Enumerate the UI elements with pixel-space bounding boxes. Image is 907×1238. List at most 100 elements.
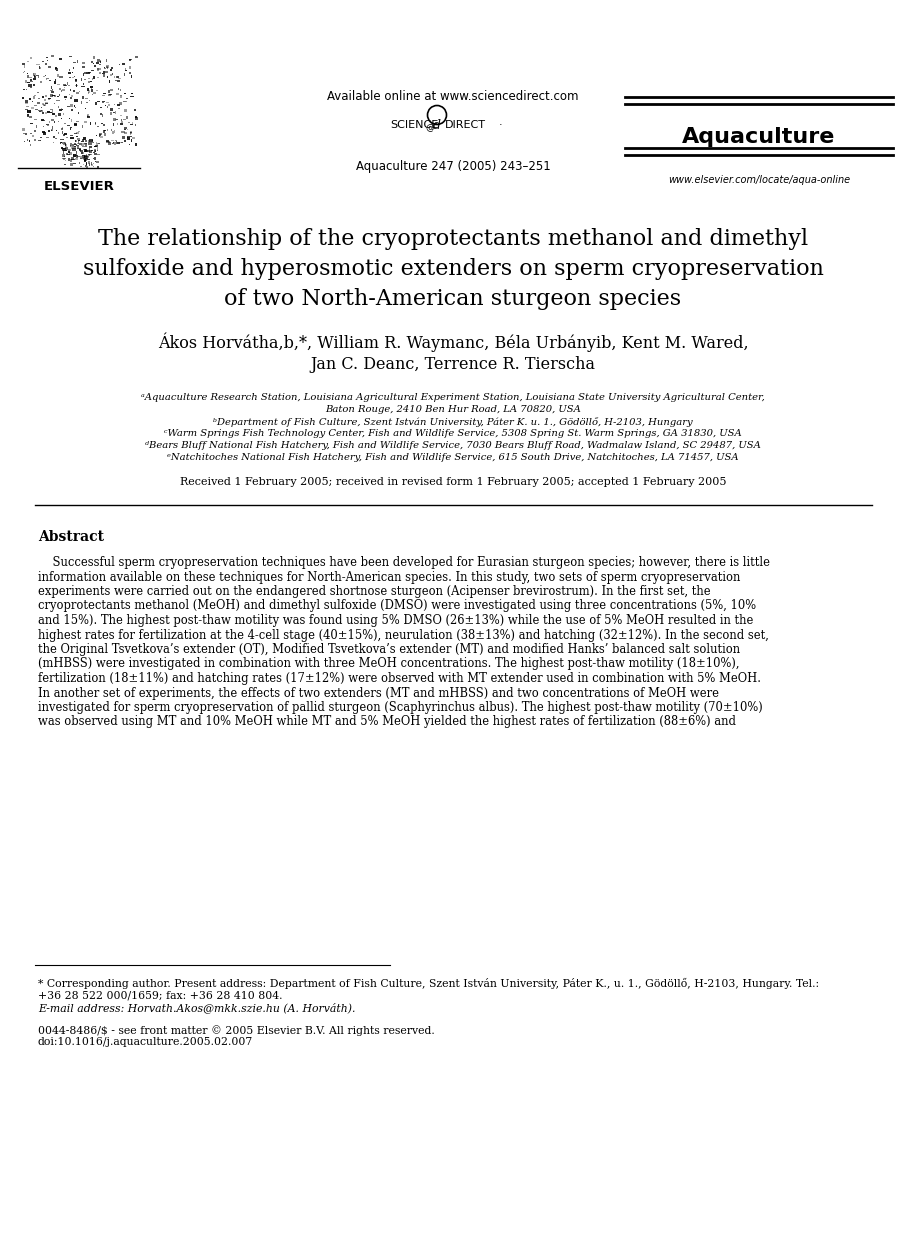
Bar <box>79 149 81 150</box>
Bar <box>97 77 99 78</box>
Text: was observed using MT and 10% MeOH while MT and 5% MeOH yielded the highest rate: was observed using MT and 10% MeOH while… <box>38 716 736 728</box>
Bar <box>27 76 29 78</box>
Text: Successful sperm cryopreservation techniques have been developed for Eurasian st: Successful sperm cryopreservation techni… <box>38 556 770 569</box>
Bar <box>34 140 35 141</box>
Bar <box>42 95 44 98</box>
Bar <box>29 140 30 142</box>
Text: SCIENCE: SCIENCE <box>390 120 438 130</box>
Bar <box>38 76 39 78</box>
Bar <box>24 79 27 83</box>
Bar <box>38 67 40 69</box>
Bar <box>70 89 72 92</box>
Bar <box>124 73 125 77</box>
Bar <box>85 165 86 167</box>
Bar <box>36 64 40 66</box>
Bar <box>67 82 68 85</box>
Text: ᶜWarm Springs Fish Technology Center, Fish and Wildlife Service, 5308 Spring St.: ᶜWarm Springs Fish Technology Center, Fi… <box>164 430 742 438</box>
Bar <box>115 111 116 114</box>
Bar <box>61 90 62 92</box>
Bar <box>52 89 53 90</box>
Bar <box>47 125 49 126</box>
Text: d: d <box>433 119 441 132</box>
Bar <box>61 129 63 130</box>
Bar <box>68 150 70 151</box>
Bar <box>85 155 89 157</box>
Text: doi:10.1016/j.aquaculture.2005.02.007: doi:10.1016/j.aquaculture.2005.02.007 <box>38 1037 253 1047</box>
Text: ·: · <box>499 120 502 130</box>
Bar <box>91 162 93 165</box>
Bar <box>66 154 68 155</box>
Bar <box>99 135 101 137</box>
Text: the Original Tsvetkova’s extender (OT), Modified Tsvetkova’s extender (MT) and m: the Original Tsvetkova’s extender (OT), … <box>38 643 740 656</box>
Bar <box>123 119 126 120</box>
Bar <box>85 150 88 152</box>
Bar <box>103 124 105 126</box>
Text: * Corresponding author. Present address: Department of Fish Culture, Szent Istvá: * Corresponding author. Present address:… <box>38 978 819 989</box>
Bar <box>71 95 73 97</box>
Bar <box>116 94 119 95</box>
Bar <box>48 98 50 100</box>
Bar <box>42 61 44 62</box>
Bar <box>54 68 58 69</box>
Bar <box>72 158 74 161</box>
Bar <box>127 137 131 140</box>
Bar <box>100 114 102 115</box>
Bar <box>85 142 87 145</box>
Bar <box>83 83 84 85</box>
Bar <box>106 66 108 68</box>
Bar <box>70 160 72 162</box>
Bar <box>108 94 112 97</box>
Bar <box>100 61 102 63</box>
Bar <box>59 94 60 95</box>
Bar <box>44 132 46 135</box>
Bar <box>34 97 35 99</box>
Bar <box>106 140 109 141</box>
Bar <box>114 142 115 145</box>
Text: Jan C. Deanc, Terrence R. Tierscha: Jan C. Deanc, Terrence R. Tierscha <box>310 357 596 373</box>
Bar <box>63 134 64 136</box>
Bar <box>87 140 90 142</box>
Bar <box>50 111 52 113</box>
Bar <box>102 114 103 116</box>
Bar <box>71 157 73 160</box>
Text: Aquaculture 247 (2005) 243–251: Aquaculture 247 (2005) 243–251 <box>356 160 551 173</box>
Bar <box>30 79 33 82</box>
Bar <box>93 92 95 94</box>
Bar <box>117 104 121 105</box>
Bar <box>59 76 63 78</box>
Bar <box>54 94 56 97</box>
Bar <box>131 95 134 97</box>
Bar <box>94 150 95 152</box>
Bar <box>135 124 136 126</box>
Bar <box>59 88 61 89</box>
Bar <box>114 130 115 132</box>
Bar <box>63 147 66 149</box>
Bar <box>85 149 86 151</box>
Bar <box>53 126 54 129</box>
Bar <box>89 146 93 147</box>
Bar <box>60 139 63 140</box>
Bar <box>71 109 73 111</box>
Bar <box>103 71 105 74</box>
Bar <box>81 156 83 160</box>
Bar <box>88 72 91 73</box>
Bar <box>96 62 99 64</box>
Bar <box>94 150 96 152</box>
Bar <box>61 146 63 149</box>
Bar <box>83 149 86 150</box>
Bar <box>93 56 95 58</box>
Bar <box>46 59 48 61</box>
Bar <box>97 68 101 71</box>
Bar <box>102 102 104 103</box>
Bar <box>82 125 83 128</box>
Bar <box>92 140 93 141</box>
Bar <box>134 109 136 111</box>
Bar <box>63 84 66 85</box>
Bar <box>56 100 60 102</box>
Bar <box>116 141 117 144</box>
Bar <box>70 104 73 106</box>
Bar <box>84 156 85 158</box>
Bar <box>45 102 48 104</box>
Bar <box>124 132 127 134</box>
Bar <box>81 152 83 154</box>
